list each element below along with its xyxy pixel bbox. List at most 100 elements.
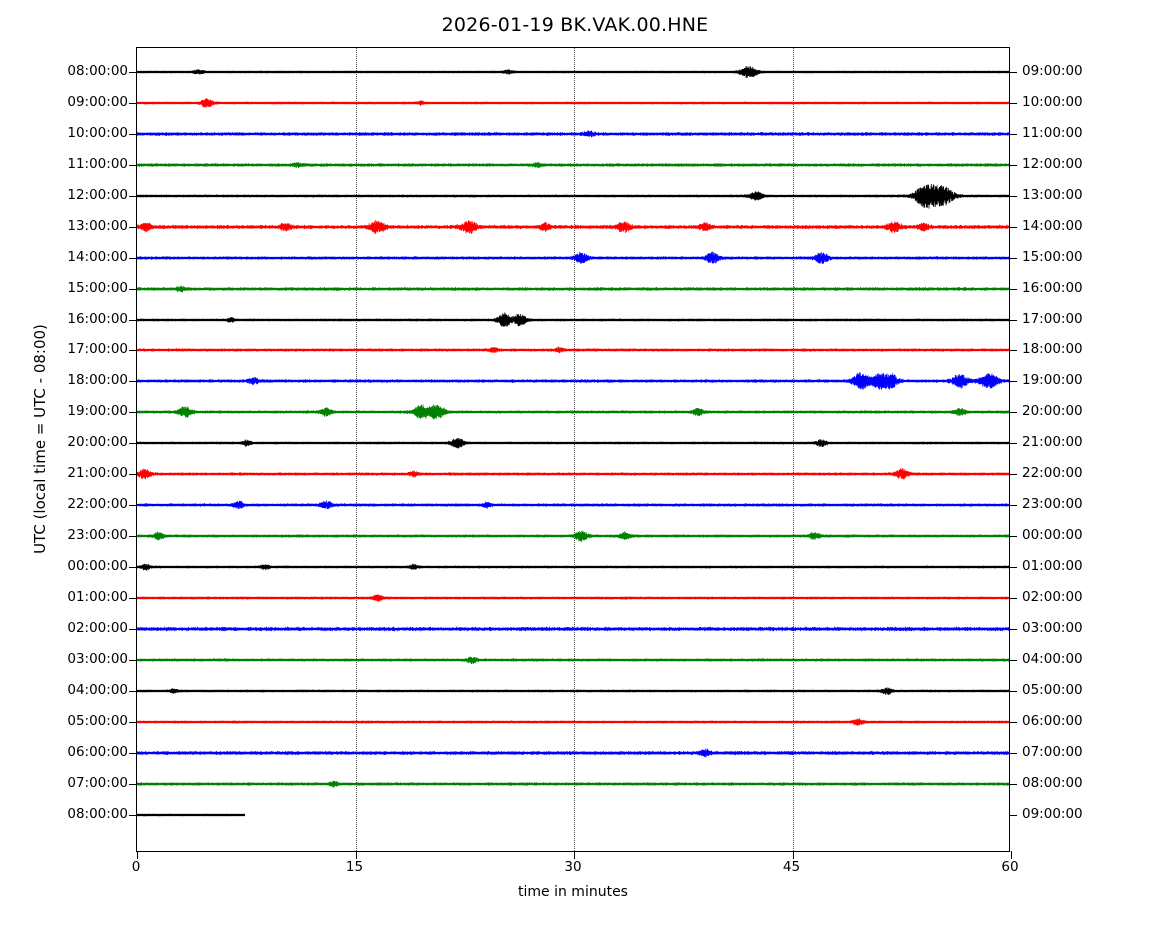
trace-row — [137, 335, 1009, 366]
x-axis-tick-label: 30 — [564, 859, 582, 875]
y-axis-label-right: 06:00:00 — [1022, 713, 1083, 730]
y-axis-label-right: 18:00:00 — [1022, 341, 1083, 358]
trace-row — [137, 304, 1009, 335]
x-axis-tick-label: 0 — [131, 859, 141, 875]
y-axis-label-right: 05:00:00 — [1022, 682, 1083, 699]
y-axis-label-right: 12:00:00 — [1022, 155, 1083, 172]
trace-row — [137, 521, 1009, 552]
trace-row — [137, 242, 1009, 273]
trace-row — [137, 180, 1009, 211]
trace-row — [137, 737, 1009, 768]
x-axis-tick-label: 15 — [345, 859, 364, 875]
y-axis-tick-right — [1009, 226, 1017, 228]
y-axis-tick-left — [129, 814, 137, 816]
y-axis-label-right: 10:00:00 — [1022, 93, 1083, 110]
y-axis-tick-left — [129, 164, 137, 166]
y-axis-label-left: 15:00:00 — [67, 279, 128, 296]
y-axis-label-left: 16:00:00 — [67, 310, 128, 327]
y-axis-label-right: 15:00:00 — [1022, 248, 1083, 265]
y-axis-label-right: 01:00:00 — [1022, 558, 1083, 575]
x-axis-tick — [137, 851, 138, 859]
y-axis-label-left: 17:00:00 — [67, 341, 128, 358]
y-axis-label-left: 19:00:00 — [67, 403, 128, 420]
y-axis-label-left: 08:00:00 — [67, 805, 128, 822]
y-axis-tick-left — [129, 71, 137, 73]
trace-row — [137, 273, 1009, 304]
trace-row — [137, 149, 1009, 180]
y-axis-label-left: 05:00:00 — [67, 713, 128, 730]
y-axis-label-left: 12:00:00 — [67, 186, 128, 203]
y-axis-tick-left — [129, 443, 137, 445]
y-axis-tick-right — [1009, 567, 1017, 569]
y-axis-label-right: 03:00:00 — [1022, 620, 1083, 637]
y-axis-tick-left — [129, 412, 137, 414]
y-axis-tick-left — [129, 350, 137, 352]
y-axis-label-left: 06:00:00 — [67, 743, 128, 760]
page-title: 2026-01-19 BK.VAK.00.HNE — [441, 14, 709, 36]
trace-row — [137, 490, 1009, 521]
y-axis-tick-right — [1009, 660, 1017, 662]
y-axis-label-left: 22:00:00 — [67, 496, 128, 513]
y-axis-label-right: 17:00:00 — [1022, 310, 1083, 327]
y-axis-tick-right — [1009, 164, 1017, 166]
trace-row — [137, 211, 1009, 242]
y-axis-tick-left — [129, 102, 137, 104]
trace-row — [137, 56, 1009, 87]
y-axis-label-left: 08:00:00 — [67, 62, 128, 79]
y-axis-label-right: 22:00:00 — [1022, 465, 1083, 482]
y-axis-tick-left — [129, 629, 137, 631]
y-axis-tick-left — [129, 257, 137, 259]
y-axis-tick-left — [129, 226, 137, 228]
trace-row — [137, 614, 1009, 645]
y-axis-tick-left — [129, 133, 137, 135]
y-axis-label-right: 00:00:00 — [1022, 527, 1083, 544]
trace-row — [137, 552, 1009, 583]
trace-row — [137, 768, 1009, 799]
y-axis-tick-right — [1009, 381, 1017, 383]
y-axis-tick-left — [129, 691, 137, 693]
y-axis-tick-right — [1009, 536, 1017, 538]
y-axis-tick-right — [1009, 319, 1017, 321]
y-axis-tick-right — [1009, 195, 1017, 197]
trace-row — [137, 707, 1009, 738]
y-axis-label-left: 11:00:00 — [67, 155, 128, 172]
y-axis-tick-left — [129, 474, 137, 476]
y-axis-label-left: 14:00:00 — [67, 248, 128, 265]
y-axis-tick-left — [129, 536, 137, 538]
y-axis-tick-right — [1009, 752, 1017, 754]
y-axis-label-right: 09:00:00 — [1022, 62, 1083, 79]
y-axis-tick-right — [1009, 598, 1017, 600]
y-axis-tick-left — [129, 195, 137, 197]
y-axis-tick-right — [1009, 288, 1017, 290]
y-axis-tick-right — [1009, 474, 1017, 476]
y-axis-tick-right — [1009, 102, 1017, 104]
y-axis-tick-right — [1009, 722, 1017, 724]
y-axis-label-right: 23:00:00 — [1022, 496, 1083, 513]
y-axis-label-left: 07:00:00 — [67, 774, 128, 791]
y-axis-tick-right — [1009, 783, 1017, 785]
y-axis-title: UTC (local time = UTC - 08:00) — [31, 324, 49, 554]
x-axis-tick — [355, 851, 357, 859]
y-axis-label-left: 23:00:00 — [67, 527, 128, 544]
y-axis-tick-right — [1009, 505, 1017, 507]
y-axis-label-left: 13:00:00 — [67, 217, 128, 234]
y-axis-tick-right — [1009, 257, 1017, 259]
y-axis-tick-left — [129, 288, 137, 290]
x-axis-tick-label: 60 — [1001, 859, 1019, 875]
y-axis-label-right: 21:00:00 — [1022, 434, 1083, 451]
y-axis-label-right: 07:00:00 — [1022, 743, 1083, 760]
y-axis-label-left: 21:00:00 — [67, 465, 128, 482]
y-axis-tick-right — [1009, 814, 1017, 816]
x-axis-tick — [1011, 851, 1012, 859]
seismogram-traces — [137, 48, 1009, 851]
trace-row — [137, 799, 245, 830]
y-axis-label-left: 10:00:00 — [67, 124, 128, 141]
trace-row — [137, 118, 1009, 149]
y-axis-label-right: 13:00:00 — [1022, 186, 1083, 203]
y-axis-label-left: 01:00:00 — [67, 589, 128, 606]
y-axis-tick-right — [1009, 443, 1017, 445]
y-axis-tick-left — [129, 567, 137, 569]
y-axis-label-left: 00:00:00 — [67, 558, 128, 575]
trace-row — [137, 676, 1009, 707]
